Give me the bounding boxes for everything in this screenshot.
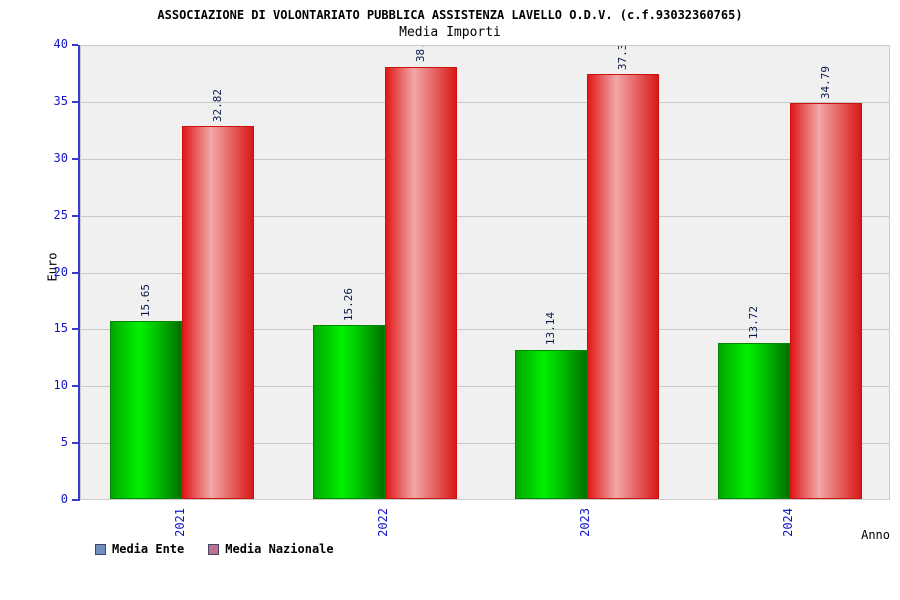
gridline-30: [81, 158, 889, 160]
gridline-25: [81, 215, 889, 217]
bar-value-label-media-ente-2022: 15.26: [341, 288, 355, 322]
y-tick-label-30: 30: [53, 150, 68, 165]
y-tick-label-40: 40: [53, 37, 68, 51]
gridline-20: [81, 272, 889, 274]
bar-value-label-media-ente-2023: 13.14: [544, 312, 558, 346]
y-tick-mark-30: [72, 157, 78, 160]
bar-value-label-media-nazionale-2023: 37.36: [616, 45, 630, 71]
x-category-label-2023: 2023: [578, 508, 593, 537]
gridline-5: [81, 443, 889, 445]
legend: Media Ente Media Nazionale: [95, 542, 334, 556]
bar-media-ente-2021: [110, 320, 183, 499]
chart-subtitle: Media Importi: [399, 25, 501, 40]
bar-media-nazionale-2023: [587, 74, 660, 499]
bar-media-ente-2022: [312, 325, 385, 499]
legend-label-media-ente: Media Ente: [112, 542, 185, 556]
bar-media-nazionale-2022: [384, 66, 457, 499]
gridline-15: [81, 329, 889, 331]
y-tick-label-0: 0: [60, 492, 68, 506]
y-axis-line: [78, 45, 80, 501]
y-tick-label-15: 15: [53, 321, 68, 336]
chart-title: ASSOCIAZIONE DI VOLONTARIATO PUBBLICA AS…: [157, 8, 743, 22]
y-tick-label-20: 20: [53, 264, 68, 279]
y-tick-label-10: 10: [53, 378, 68, 393]
y-tick-label-25: 25: [53, 207, 68, 222]
legend-swatch-media-ente: [95, 543, 106, 555]
legend-item-media-nazionale: Media Nazionale: [208, 542, 334, 556]
legend-item-media-ente: Media Ente: [95, 542, 184, 556]
gridline-40: [81, 45, 889, 46]
y-tick-label-35: 35: [53, 93, 68, 108]
y-tick-label-5: 5: [60, 435, 68, 450]
bar-value-label-media-nazionale-2022: 38.02: [413, 45, 427, 63]
bar-value-label-media-nazionale-2024: 34.79: [818, 66, 832, 100]
y-tick-mark-10: [72, 385, 78, 388]
plot-area: 15.65 32.82 15.26 38.02 13.14 37.36 13.72 34.79: [80, 45, 890, 500]
x-category-label-2024: 2024: [780, 508, 795, 537]
y-tick-mark-20: [72, 271, 78, 274]
legend-swatch-media-nazionale: [208, 543, 220, 555]
bar-media-nazionale-2024: [789, 103, 862, 499]
y-tick-mark-0: [72, 499, 78, 501]
gridline-35: [81, 101, 889, 103]
gridline-10: [81, 386, 889, 388]
y-tick-mark-35: [72, 100, 78, 103]
y-tick-mark-40: [72, 44, 78, 46]
bar-value-label-media-ente-2021: 15.65: [139, 283, 153, 317]
bar-value-label-media-nazionale-2021: 32.82: [211, 88, 225, 122]
bar-media-ente-2024: [717, 342, 790, 499]
y-tick-mark-25: [72, 214, 78, 217]
y-tick-mark-15: [72, 328, 78, 331]
bar-media-nazionale-2021: [182, 125, 255, 499]
x-axis-title: Anno: [861, 528, 890, 542]
bar-media-ente-2023: [515, 349, 588, 499]
y-tick-mark-5: [72, 442, 78, 445]
x-category-label-2021: 2021: [173, 508, 188, 537]
legend-label-media-nazionale: Media Nazionale: [225, 542, 334, 556]
x-category-label-2022: 2022: [375, 508, 390, 537]
bar-value-label-media-ente-2024: 13.72: [746, 305, 760, 339]
